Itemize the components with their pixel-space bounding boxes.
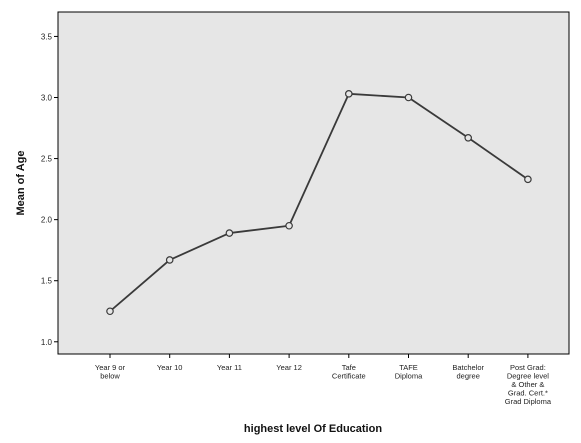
data-point: [344, 90, 353, 98]
series-layer: [106, 90, 532, 316]
series-line: [109, 92, 529, 312]
x-tick-label-line: Year 11: [217, 363, 242, 372]
x-tick-label-line: Grad. Cert.*: [508, 389, 548, 398]
x-tick-label-line: below: [100, 372, 120, 381]
x-tick-label: Year 12: [276, 363, 302, 372]
x-tick-label-line: Post Grad:: [510, 363, 546, 372]
x-tick-label-line: Year 12: [276, 363, 302, 372]
y-tick-label: 2.0: [41, 216, 53, 225]
x-tick-label-line: degree: [457, 372, 480, 381]
plot-area: [57, 11, 570, 355]
x-tick-label-line: Year 10: [157, 363, 183, 372]
y-tick-label: 2.5: [41, 155, 53, 164]
y-axis-ticks: 1.0 1.5 2.0 2.5 3.0 3.5: [41, 32, 58, 347]
x-axis-ticks: Year 9 or below Year 10 Year 11 Year 12 Tafe C…: [95, 354, 552, 406]
x-tick-label: TAFE Diploma: [395, 363, 423, 381]
x-tick-label: Batchelor degree: [452, 363, 484, 381]
data-point: [464, 134, 473, 142]
x-axis-title: highest level Of Education: [244, 423, 382, 435]
x-tick-label: Year 9 or below: [95, 363, 126, 381]
x-tick-label-line: Batchelor: [452, 363, 484, 372]
x-tick-label-line: Tafe: [342, 363, 356, 372]
data-point: [285, 221, 293, 230]
x-tick-label-line: Year 9 or: [95, 363, 126, 372]
x-tick-label: Post Grad: Degree level & Other & Grad. Cer…: [505, 363, 552, 406]
x-tick-label: Tafe Certificate: [332, 363, 366, 381]
data-point: [404, 93, 413, 102]
y-axis-title: Mean of Age: [15, 151, 27, 216]
data-point: [165, 256, 174, 264]
y-tick-label: 1.5: [41, 277, 53, 286]
x-tick-label-line: TAFE: [399, 363, 418, 372]
y-tick-label: 3.5: [41, 32, 53, 41]
data-point: [106, 307, 114, 316]
data-point: [225, 229, 234, 237]
y-tick-label: 3.0: [41, 94, 53, 103]
x-tick-label-line: Degree level: [507, 372, 549, 381]
x-tick-label-line: Grad Diploma: [505, 397, 552, 406]
x-tick-label-line: Diploma: [395, 372, 423, 381]
x-tick-label-line: & Other &: [511, 380, 544, 389]
data-point: [524, 175, 532, 184]
x-tick-label: Year 10: [157, 363, 183, 372]
y-tick-label: 1.0: [41, 338, 53, 347]
x-tick-label-line: Certificate: [332, 372, 366, 381]
x-tick-label: Year 11: [217, 363, 242, 372]
